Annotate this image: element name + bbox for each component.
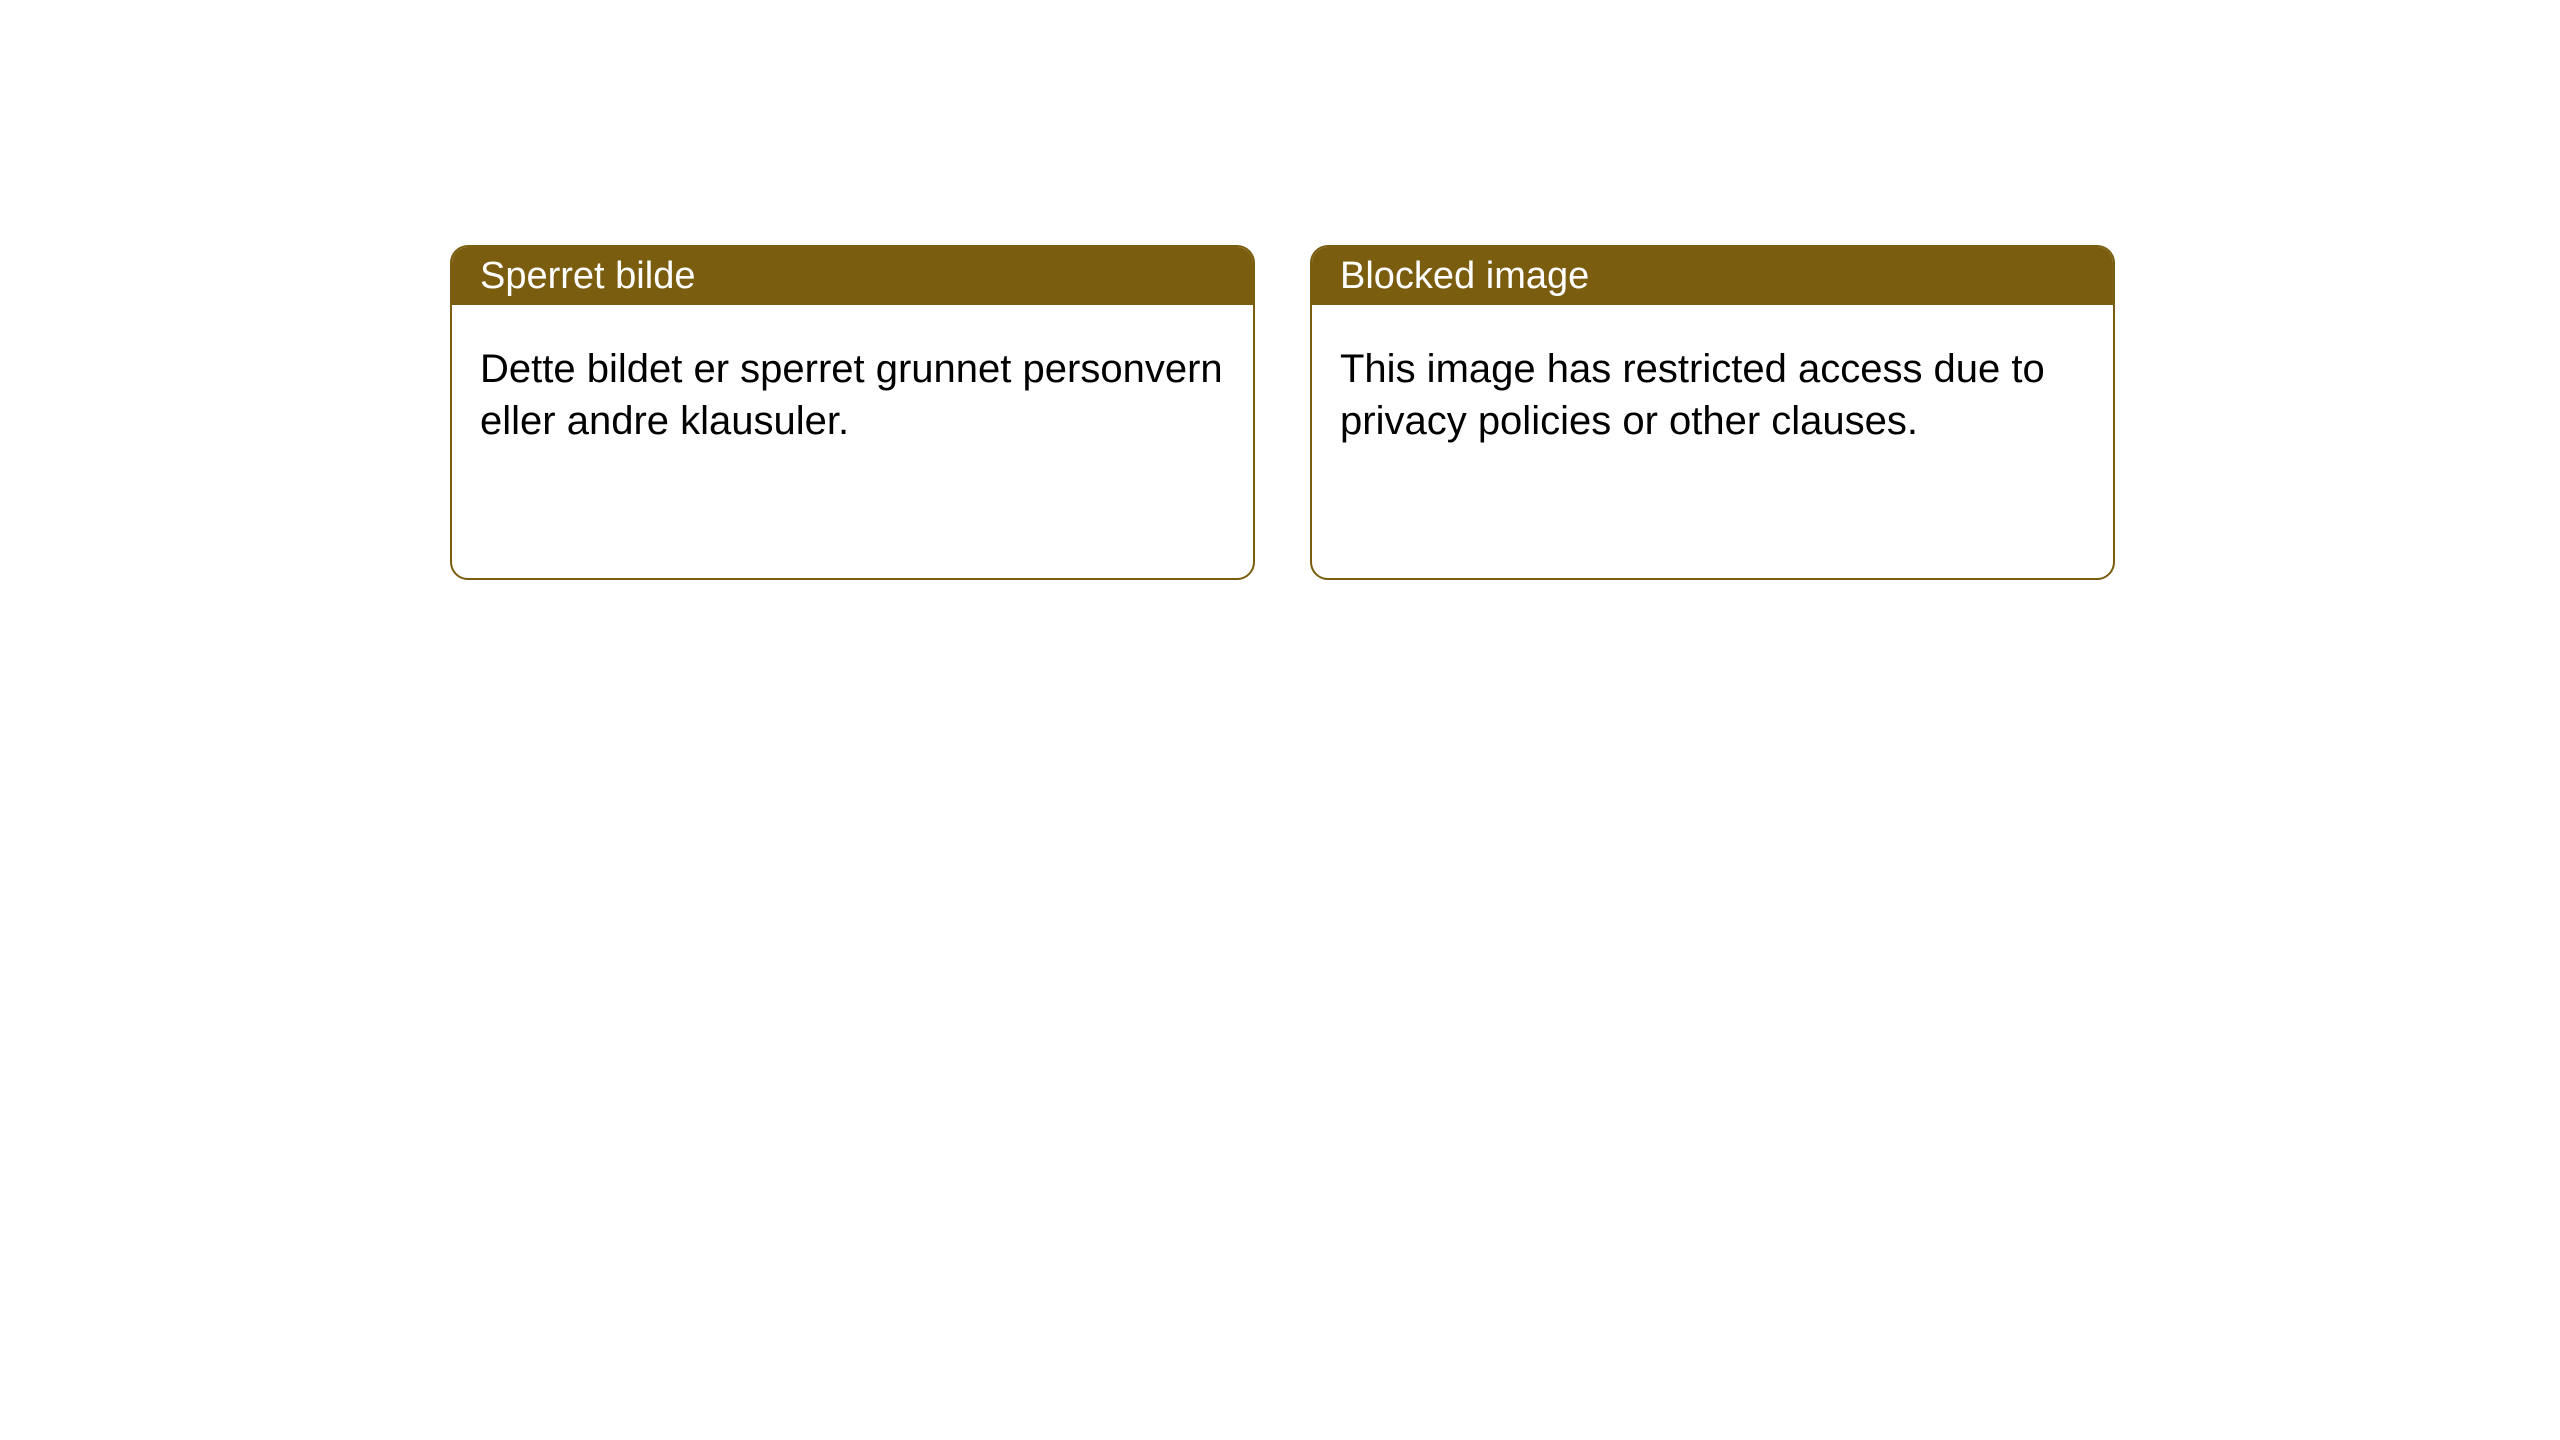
notice-body-no: Dette bildet er sperret grunnet personve… bbox=[452, 305, 1253, 485]
notice-text-en: This image has restricted access due to … bbox=[1340, 347, 2045, 443]
notice-box-no: Sperret bilde Dette bildet er sperret gr… bbox=[450, 245, 1255, 580]
notice-text-no: Dette bildet er sperret grunnet personve… bbox=[480, 347, 1223, 443]
notice-box-en: Blocked image This image has restricted … bbox=[1310, 245, 2115, 580]
notice-header-no: Sperret bilde bbox=[452, 247, 1253, 305]
notices-container: Sperret bilde Dette bildet er sperret gr… bbox=[450, 245, 2115, 580]
notice-title-no: Sperret bilde bbox=[480, 255, 695, 298]
notice-header-en: Blocked image bbox=[1312, 247, 2113, 305]
notice-body-en: This image has restricted access due to … bbox=[1312, 305, 2113, 485]
notice-title-en: Blocked image bbox=[1340, 255, 1589, 298]
